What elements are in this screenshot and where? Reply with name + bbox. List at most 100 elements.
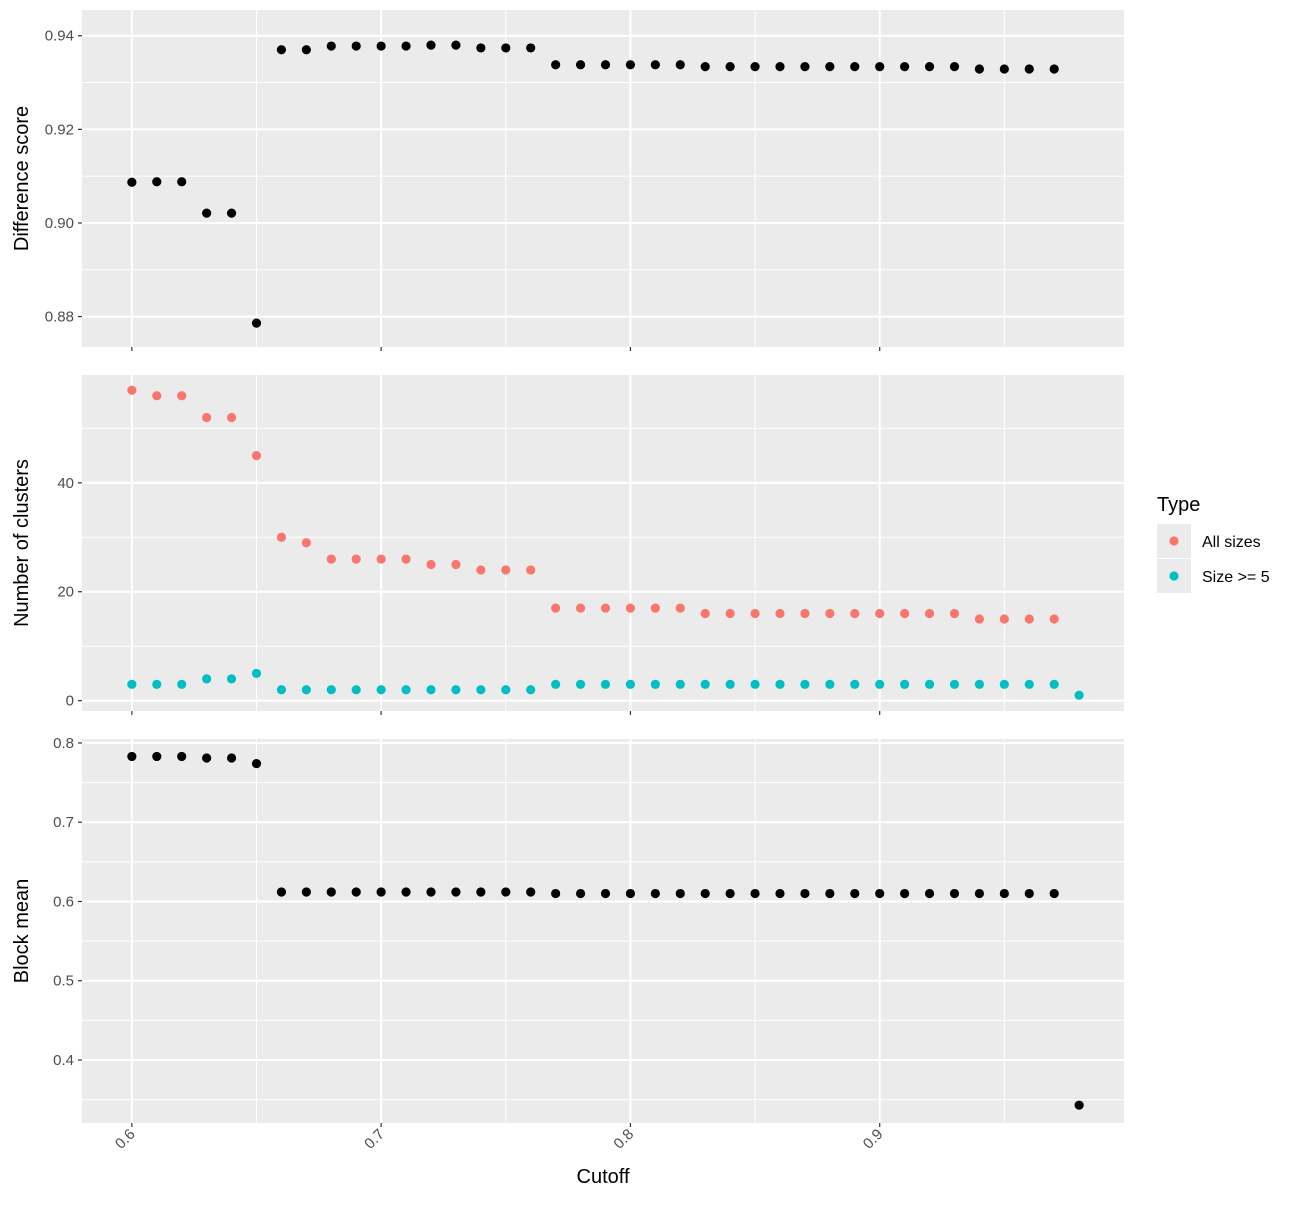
- panel-background: [82, 375, 1124, 711]
- y-axis-title: Difference score: [11, 106, 33, 251]
- data-point: [625, 603, 636, 613]
- data-point: [451, 685, 461, 695]
- data-point: [226, 753, 237, 763]
- data-point: [127, 751, 137, 762]
- data-point: [800, 888, 810, 899]
- data-point: [900, 679, 910, 689]
- data-point: [850, 888, 860, 899]
- data-point: [501, 685, 511, 695]
- data-point: [800, 62, 810, 72]
- y-tick-label-0p7: 0.7: [53, 814, 74, 831]
- data-point: [750, 679, 760, 689]
- data-point: [177, 751, 187, 762]
- data-point: [625, 60, 636, 70]
- panel-background: [82, 10, 1124, 347]
- data-point: [551, 679, 561, 689]
- data-point: [974, 614, 985, 624]
- y-tick-label-0p6: 0.6: [53, 893, 74, 910]
- data-point: [625, 888, 636, 899]
- data-point: [251, 450, 262, 461]
- data-point: [650, 679, 660, 689]
- x-tick-label-0p9: 0.9: [860, 1126, 887, 1153]
- data-point: [202, 412, 212, 423]
- data-point: [426, 40, 436, 50]
- data-point: [526, 685, 536, 695]
- data-point: [725, 888, 735, 899]
- data-point: [1049, 64, 1059, 74]
- data-point: [825, 888, 835, 899]
- data-point: [924, 888, 935, 899]
- data-point: [301, 538, 311, 548]
- data-point: [376, 887, 386, 897]
- data-point: [551, 603, 561, 613]
- data-point: [351, 685, 361, 695]
- data-point: [376, 685, 386, 695]
- data-point: [301, 685, 311, 695]
- data-point: [1024, 614, 1034, 624]
- data-point: [301, 887, 311, 897]
- data-point: [451, 559, 461, 570]
- data-point: [750, 62, 760, 72]
- data-point: [127, 679, 137, 689]
- x-tick-label-0p8: 0.8: [610, 1126, 637, 1153]
- y-axis-title: Number of clusters: [11, 459, 33, 627]
- data-point: [251, 318, 262, 328]
- data-point: [326, 887, 336, 897]
- data-point: [177, 391, 187, 401]
- data-point: [226, 208, 237, 218]
- data-point: [501, 565, 511, 575]
- data-point: [850, 679, 860, 689]
- y-tick-label-0p9: 0.90: [45, 215, 74, 232]
- data-point: [551, 888, 561, 899]
- data-point: [127, 177, 137, 187]
- legend-title: Type: [1157, 494, 1200, 516]
- y-axis-title: Block mean: [11, 879, 33, 984]
- data-point: [351, 554, 361, 564]
- data-point: [650, 888, 660, 899]
- data-point: [351, 41, 361, 51]
- y-tick-label-0p8: 0.8: [53, 735, 74, 752]
- data-point: [276, 532, 287, 542]
- data-point: [526, 565, 536, 575]
- data-point: [575, 603, 586, 613]
- data-point: [775, 679, 785, 689]
- data-point: [177, 177, 187, 187]
- data-point: [1049, 888, 1059, 899]
- data-point: [476, 887, 486, 897]
- data-point: [999, 888, 1009, 899]
- data-point: [675, 60, 685, 70]
- data-point: [900, 62, 910, 72]
- data-point: [700, 888, 710, 899]
- data-point: [750, 608, 760, 619]
- data-point: [152, 391, 162, 401]
- data-point: [226, 674, 237, 684]
- y-tick-label-0p92: 0.92: [45, 121, 74, 138]
- series-1: [127, 668, 1084, 700]
- legend-key-0: [1169, 536, 1179, 546]
- data-point: [650, 60, 660, 70]
- data-point: [152, 177, 162, 187]
- data-point: [999, 679, 1009, 689]
- data-point: [600, 888, 611, 899]
- data-point: [949, 679, 960, 689]
- data-point: [276, 685, 287, 695]
- data-point: [476, 685, 486, 695]
- data-point: [326, 554, 336, 564]
- data-point: [600, 679, 611, 689]
- data-point: [725, 62, 735, 72]
- data-point: [974, 64, 985, 74]
- series-0: [127, 385, 1059, 624]
- x-axis-title: Cutoff: [577, 1166, 630, 1188]
- series-0: [127, 40, 1059, 328]
- data-point: [575, 888, 586, 899]
- data-point: [401, 685, 411, 695]
- data-point: [1024, 888, 1034, 899]
- data-point: [600, 60, 611, 70]
- data-point: [924, 679, 935, 689]
- data-point: [476, 43, 486, 53]
- data-point: [476, 565, 486, 575]
- data-point: [1024, 679, 1034, 689]
- data-point: [825, 608, 835, 619]
- data-point: [376, 41, 386, 51]
